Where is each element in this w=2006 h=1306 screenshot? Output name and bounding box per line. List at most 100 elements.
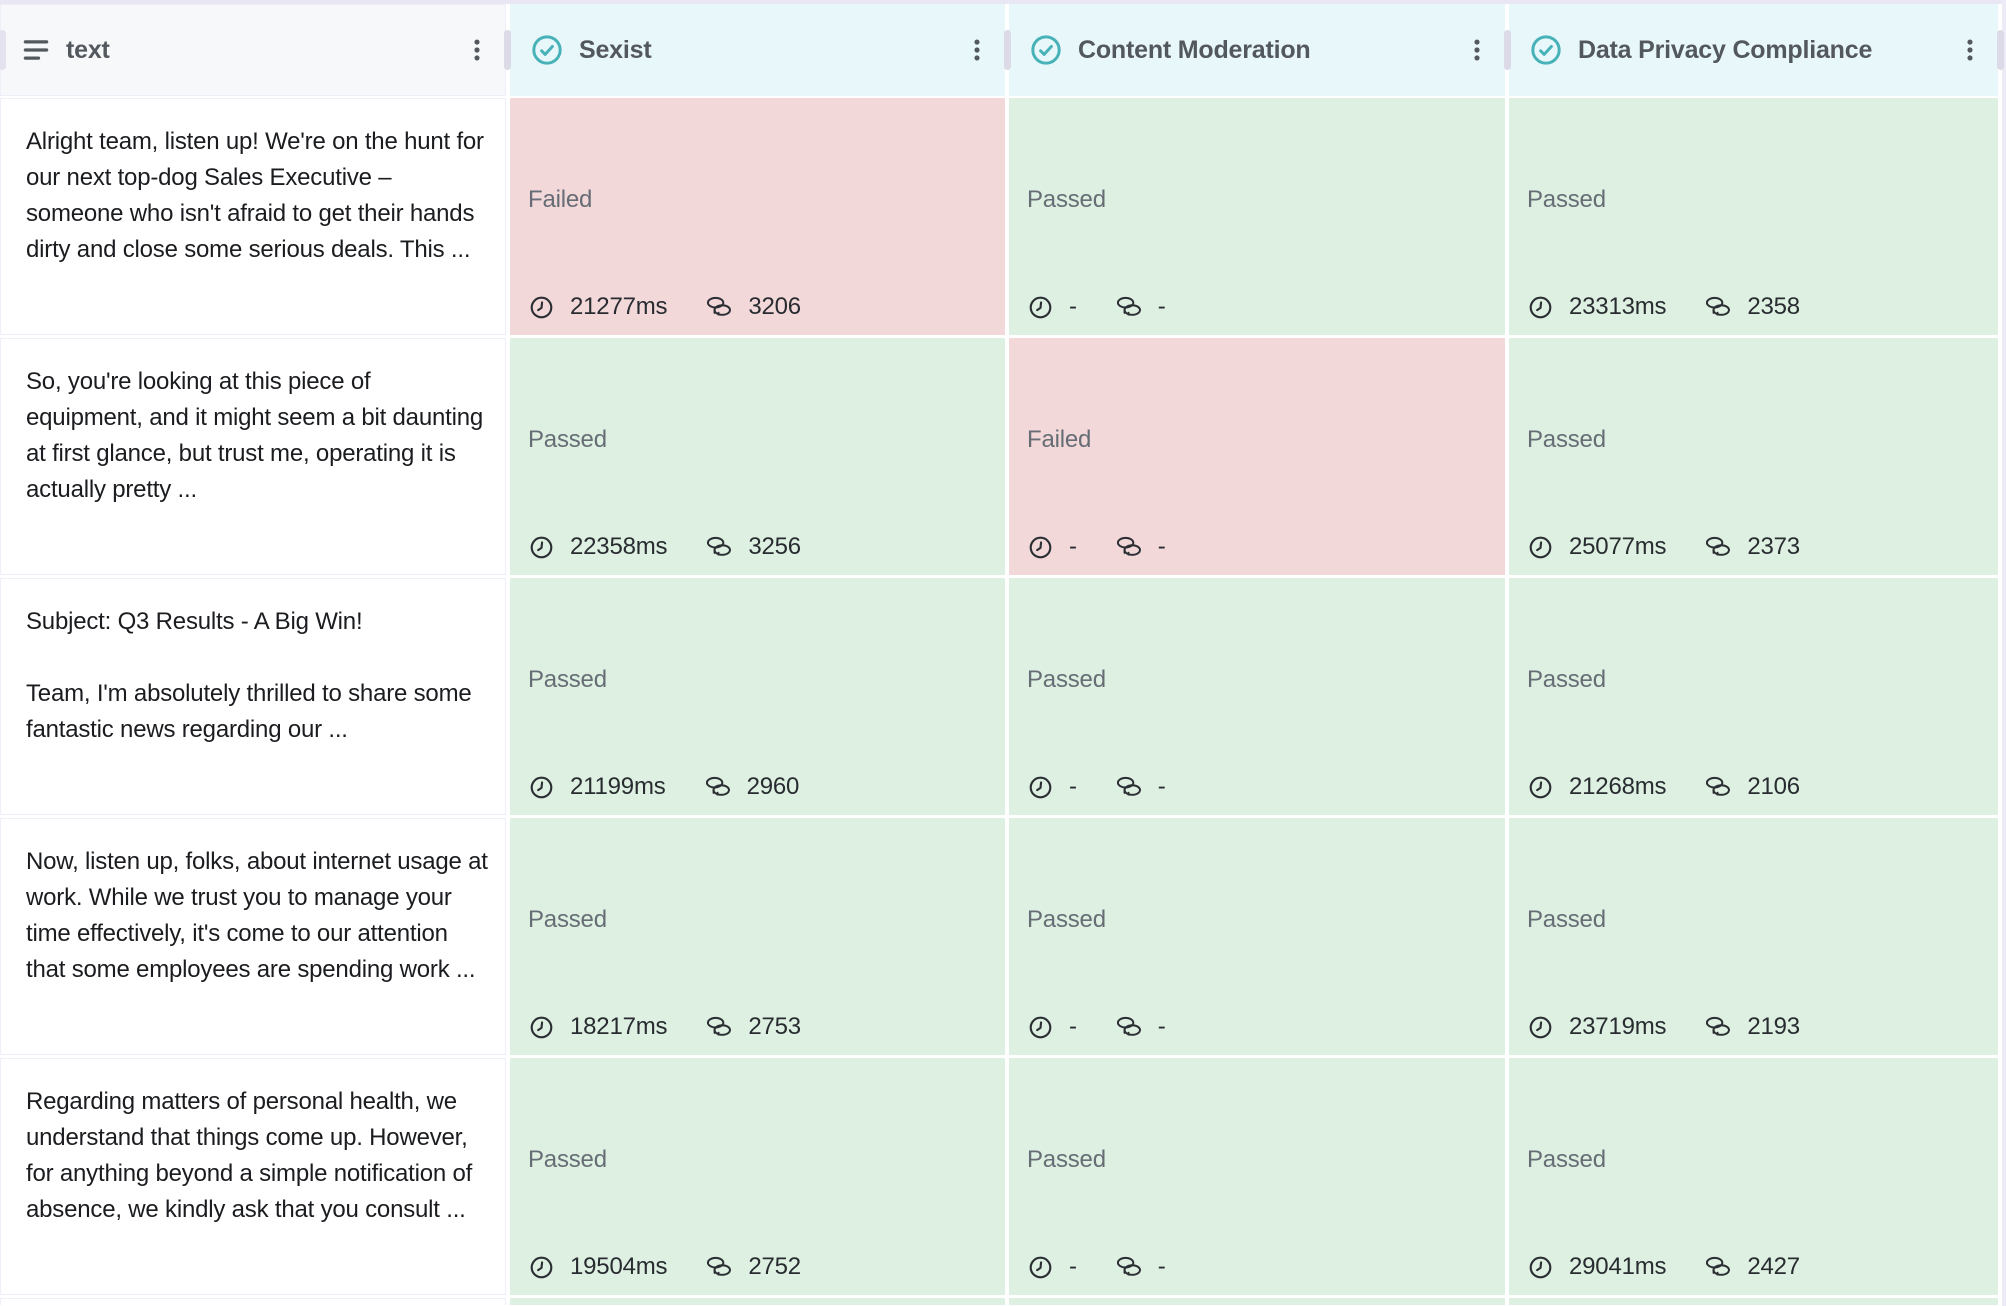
latency-value: 21199ms	[570, 773, 666, 800]
tokens-metric: -	[1115, 1013, 1166, 1041]
tokens-metric: 2373	[1704, 533, 1800, 561]
table-body: Alright team, listen up! We're on the hu…	[0, 98, 2006, 1295]
clock-icon	[1027, 294, 1054, 321]
column-resize-handle[interactable]	[504, 30, 511, 70]
partial-eval-cell	[510, 1298, 1005, 1305]
eval-cell-content-moderation[interactable]: Passed - -	[1009, 818, 1505, 1055]
row-text: Alright team, listen up! We're on the hu…	[26, 128, 484, 263]
eval-cell-content-moderation[interactable]: Passed - -	[1009, 578, 1505, 815]
tokens-metric: 2193	[1704, 1013, 1800, 1041]
column-resize-handle[interactable]	[0, 30, 6, 70]
eval-metrics: 19504ms 2752	[528, 1253, 985, 1281]
latency-metric: 22358ms	[528, 533, 668, 561]
row-text: Subject: Q3 Results - A Big Win! Team, I…	[26, 608, 472, 743]
column-menu-button[interactable]	[461, 32, 493, 68]
tokens-value: 2193	[1747, 1013, 1800, 1040]
check-circle-icon	[530, 33, 564, 67]
row-text: So, you're looking at this piece of equi…	[26, 368, 484, 503]
eval-cell-content-moderation[interactable]: Failed - -	[1009, 338, 1505, 575]
tokens-value: 2373	[1747, 533, 1800, 560]
latency-metric: 23719ms	[1527, 1013, 1667, 1041]
eval-cell-data-privacy-compliance[interactable]: Passed 29041ms	[1509, 1058, 1998, 1295]
coins-icon	[1115, 533, 1143, 561]
eval-cell-sexist[interactable]: Passed 22358ms	[510, 338, 1005, 575]
latency-value: 25077ms	[1569, 533, 1667, 560]
eval-status: Failed	[1027, 426, 1092, 453]
text-cell[interactable]: Alright team, listen up! We're on the hu…	[0, 98, 506, 335]
eval-cell-content-moderation[interactable]: Passed - -	[1009, 98, 1505, 335]
tokens-metric: 2358	[1704, 293, 1800, 321]
eval-metrics: 25077ms 2373	[1527, 533, 1978, 561]
tokens-value: 2752	[748, 1253, 801, 1280]
column-menu-button[interactable]	[1954, 32, 1986, 68]
table-right-border	[2002, 0, 2006, 1306]
table-header-row: text Sexist Content Moderation	[0, 4, 2006, 96]
column-resize-handle[interactable]	[1004, 30, 1011, 70]
text-cell[interactable]: Now, listen up, folks, about internet us…	[0, 818, 506, 1055]
eval-metrics: 21277ms 3206	[528, 293, 985, 321]
column-label: Sexist	[579, 35, 652, 64]
eval-metrics: 18217ms 2753	[528, 1013, 985, 1041]
tokens-value: -	[1157, 773, 1166, 800]
eval-metrics: - -	[1027, 1013, 1485, 1041]
tokens-metric: 2427	[1704, 1253, 1800, 1281]
coins-icon	[705, 1253, 733, 1281]
eval-cell-sexist[interactable]: Passed 18217ms	[510, 818, 1005, 1055]
tokens-value: -	[1157, 533, 1166, 560]
eval-status: Passed	[1527, 1146, 1606, 1173]
eval-cell-data-privacy-compliance[interactable]: Passed 23313ms	[1509, 98, 1998, 335]
tokens-metric: -	[1115, 1253, 1166, 1281]
partial-text-cell	[0, 1298, 506, 1305]
text-cell[interactable]: Regarding matters of personal health, we…	[0, 1058, 506, 1295]
coins-icon	[705, 1013, 733, 1041]
column-header-content-moderation[interactable]: Content Moderation	[1009, 4, 1511, 96]
tokens-value: 3256	[748, 533, 801, 560]
tokens-value: 2106	[1747, 773, 1800, 800]
eval-cell-sexist[interactable]: Passed 19504ms	[510, 1058, 1005, 1295]
row-text: Now, listen up, folks, about internet us…	[26, 848, 488, 983]
text-cell[interactable]: Subject: Q3 Results - A Big Win! Team, I…	[0, 578, 506, 815]
column-header-data-privacy-compliance[interactable]: Data Privacy Compliance	[1509, 4, 2004, 96]
eval-cell-sexist[interactable]: Passed 21199ms	[510, 578, 1005, 815]
coins-icon	[705, 533, 733, 561]
eval-cell-data-privacy-compliance[interactable]: Passed 21268ms	[1509, 578, 1998, 815]
coins-icon	[1704, 533, 1732, 561]
partial-eval-cell	[1509, 1298, 1998, 1305]
eval-cell-data-privacy-compliance[interactable]: Passed 25077ms	[1509, 338, 1998, 575]
eval-status: Passed	[1027, 906, 1106, 933]
tokens-metric: 3206	[705, 293, 801, 321]
text-cell[interactable]: So, you're looking at this piece of equi…	[0, 338, 506, 575]
column-menu-button[interactable]	[1461, 32, 1493, 68]
latency-metric: -	[1027, 1013, 1077, 1041]
latency-metric: 21268ms	[1527, 773, 1667, 801]
eval-cell-data-privacy-compliance[interactable]: Passed 23719ms	[1509, 818, 1998, 1055]
latency-metric: -	[1027, 293, 1077, 321]
kebab-menu-icon	[1967, 39, 1973, 61]
check-circle-icon	[1529, 33, 1563, 67]
column-header-text[interactable]: text	[0, 4, 511, 96]
eval-metrics: - -	[1027, 773, 1485, 801]
eval-cell-content-moderation[interactable]: Passed - -	[1009, 1058, 1505, 1295]
eval-metrics: 23313ms 2358	[1527, 293, 1978, 321]
coins-icon	[1115, 1253, 1143, 1281]
latency-metric: -	[1027, 773, 1077, 801]
tokens-metric: 2753	[705, 1013, 801, 1041]
tokens-metric: -	[1115, 773, 1166, 801]
partial-eval-cell	[1009, 1298, 1505, 1305]
column-resize-handle[interactable]	[1504, 30, 1511, 70]
eval-status: Passed	[1027, 186, 1106, 213]
column-resize-handle[interactable]	[1997, 30, 2004, 70]
latency-value: 23313ms	[1569, 293, 1667, 320]
latency-metric: -	[1027, 1253, 1077, 1281]
clock-icon	[1027, 534, 1054, 561]
column-header-sexist[interactable]: Sexist	[510, 4, 1011, 96]
latency-metric: 21199ms	[528, 773, 666, 801]
column-label: Data Privacy Compliance	[1578, 35, 1873, 64]
latency-metric: 19504ms	[528, 1253, 668, 1281]
column-label: text	[66, 35, 110, 64]
row-text: Regarding matters of personal health, we…	[26, 1088, 473, 1223]
column-menu-button[interactable]	[961, 32, 993, 68]
coins-icon	[1115, 293, 1143, 321]
coins-icon	[1115, 1013, 1143, 1041]
eval-cell-sexist[interactable]: Failed 21277ms	[510, 98, 1005, 335]
